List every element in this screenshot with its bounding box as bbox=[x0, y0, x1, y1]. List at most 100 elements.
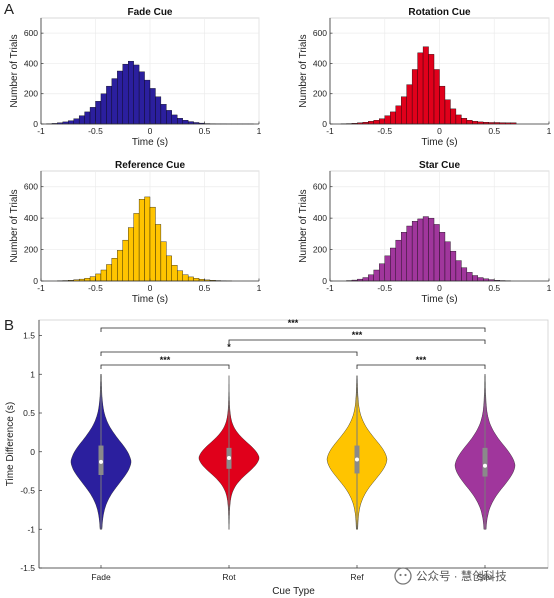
histogram-bar bbox=[384, 115, 391, 125]
violin-median bbox=[483, 463, 487, 468]
x-axis-label: Time (s) bbox=[132, 294, 168, 305]
y-tick-label: 400 bbox=[313, 58, 327, 68]
histogram-bar bbox=[84, 111, 91, 125]
y-tick-label: 200 bbox=[313, 245, 327, 255]
x-tick-label: Fade bbox=[91, 572, 111, 582]
histogram-bar bbox=[100, 93, 107, 125]
histogram-bar bbox=[160, 241, 167, 282]
x-tick-label: -1 bbox=[326, 283, 334, 293]
x-tick-label: 0.5 bbox=[488, 126, 500, 136]
histogram-bar bbox=[122, 239, 129, 282]
y-tick-label: 0 bbox=[322, 119, 327, 129]
histogram-bar bbox=[177, 270, 183, 282]
y-axis-label: Number of Trials bbox=[9, 34, 20, 107]
histogram-bar bbox=[155, 224, 162, 282]
histogram-bar bbox=[466, 120, 473, 125]
violin-median bbox=[355, 457, 359, 462]
histogram-fade: 0 200 400 600 -1 -0.5 0 0.5 1 Fade Cue Time (s) Num… bbox=[9, 7, 262, 148]
significance-bracket bbox=[356, 364, 486, 369]
x-tick-label: 0 bbox=[437, 126, 442, 136]
histogram-bar bbox=[390, 247, 396, 282]
histogram-bar bbox=[149, 206, 156, 282]
panel-label-a: A bbox=[4, 1, 14, 18]
watermark-text: 公众号 · 慧创科技 bbox=[416, 571, 507, 583]
y-tick-label: 1 bbox=[30, 369, 35, 379]
histogram-bar bbox=[472, 121, 479, 125]
histogram-bar bbox=[122, 64, 129, 125]
histogram-bar bbox=[89, 276, 96, 282]
x-axis-label: Time (s) bbox=[132, 137, 168, 148]
histogram-bar bbox=[411, 221, 418, 282]
histogram-reference: 0 200 400 600 -1 -0.5 0 0.5 1 Reference Cue Time (… bbox=[9, 160, 262, 305]
panel-label-b: B bbox=[4, 317, 14, 334]
histogram-bar bbox=[379, 118, 385, 125]
y-tick-label: 400 bbox=[313, 213, 327, 223]
histogram-bar bbox=[177, 118, 183, 125]
y-tick-label: 0.5 bbox=[23, 408, 35, 418]
histogram-bar bbox=[166, 255, 172, 282]
histogram-bar bbox=[138, 71, 145, 125]
x-tick-label: 0.5 bbox=[199, 126, 211, 136]
y-tick-label: 1.5 bbox=[23, 331, 35, 341]
histogram-bar bbox=[68, 120, 74, 125]
y-tick-label: 200 bbox=[24, 245, 38, 255]
x-tick-label: -0.5 bbox=[377, 126, 392, 136]
y-tick-label: 600 bbox=[313, 182, 327, 192]
histogram-bar bbox=[149, 88, 156, 125]
histogram-bar bbox=[406, 225, 413, 282]
chart-title: Rotation Cue bbox=[408, 7, 471, 18]
y-tick-label: 600 bbox=[24, 28, 38, 38]
histogram-bar bbox=[193, 278, 200, 282]
histogram-bar bbox=[384, 255, 391, 282]
x-tick-label: -1 bbox=[326, 126, 334, 136]
histogram-bar bbox=[395, 239, 402, 282]
histogram-bar bbox=[111, 258, 118, 282]
significance-label: *** bbox=[352, 330, 363, 340]
histogram-bar bbox=[417, 52, 424, 125]
x-tick-label: Ref bbox=[350, 572, 364, 582]
histogram-bar bbox=[95, 273, 102, 282]
histogram-bar bbox=[128, 60, 134, 125]
violin-median bbox=[99, 459, 103, 464]
x-tick-label: 0 bbox=[148, 126, 153, 136]
y-tick-label: -1.5 bbox=[20, 563, 35, 573]
y-axis-label: Number of Trials bbox=[298, 34, 309, 107]
x-tick-label: 1 bbox=[257, 126, 262, 136]
histogram-bar bbox=[411, 69, 418, 125]
histogram-bar bbox=[133, 213, 140, 282]
x-tick-label: Star bbox=[477, 572, 493, 582]
x-tick-label: Rot bbox=[222, 572, 236, 582]
histogram-bar bbox=[461, 118, 468, 125]
y-tick-label: -1 bbox=[27, 524, 35, 534]
histogram-bar bbox=[379, 263, 385, 282]
significance-label: *** bbox=[160, 355, 171, 365]
y-tick-label: 0 bbox=[322, 276, 327, 286]
histogram-bar bbox=[166, 110, 172, 125]
histogram-bar bbox=[461, 267, 468, 282]
significance-label: *** bbox=[288, 318, 299, 328]
histogram-bar bbox=[187, 276, 194, 282]
y-tick-label: 0 bbox=[30, 447, 35, 457]
x-axis-label: Time (s) bbox=[421, 137, 457, 148]
histogram-bar bbox=[95, 101, 102, 125]
histogram-bar bbox=[395, 105, 402, 125]
chart-title: Reference Cue bbox=[115, 160, 185, 171]
histogram-bar bbox=[433, 224, 440, 282]
significance-label: *** bbox=[416, 355, 427, 365]
significance-bracket bbox=[228, 339, 486, 344]
x-tick-label: -1 bbox=[37, 126, 45, 136]
significance-bracket bbox=[100, 364, 230, 369]
histogram-bar bbox=[439, 232, 446, 282]
significance-bracket bbox=[100, 327, 486, 332]
y-axis-label: Number of Trials bbox=[298, 189, 309, 262]
plot-area bbox=[38, 319, 549, 569]
histogram-bar bbox=[78, 115, 85, 125]
histogram-bar bbox=[117, 250, 123, 282]
y-axis-label: Number of Trials bbox=[9, 189, 20, 262]
histogram-rotation: 0 200 400 600 -1 -0.5 0 0.5 1 Rotation Cue Time (s… bbox=[298, 7, 552, 148]
significance-label: * bbox=[227, 342, 231, 352]
significance-bracket bbox=[100, 351, 358, 356]
chart-title: Star Cue bbox=[419, 160, 461, 171]
histogram-bar bbox=[144, 196, 151, 282]
histogram-bar bbox=[160, 104, 167, 125]
